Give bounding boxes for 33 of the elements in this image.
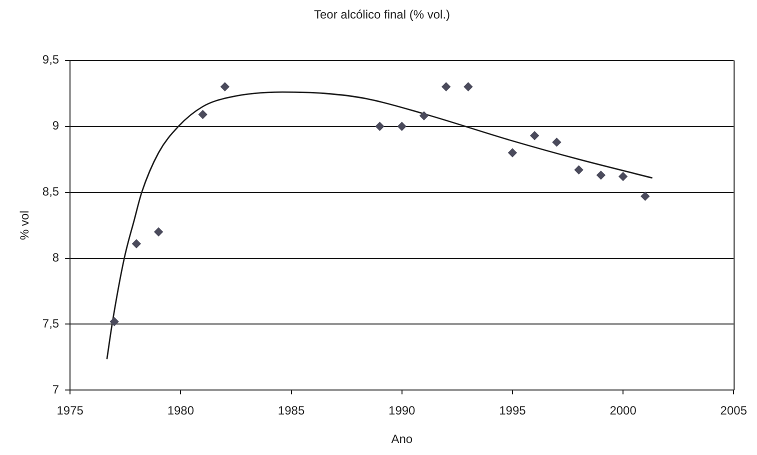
point: [220, 82, 230, 92]
x-tick-label: 1985: [278, 404, 305, 418]
point: [442, 82, 451, 92]
x-tick-label: 2005: [720, 404, 748, 418]
point: [596, 170, 606, 180]
y-tick-label: 9,5: [42, 52, 60, 67]
point: [530, 130, 540, 140]
point: [574, 165, 584, 174]
point: [110, 317, 119, 326]
y-tick-label: 9: [52, 118, 60, 133]
y-axis-title: % vol: [18, 210, 32, 240]
x-tick-label: 1990: [388, 404, 416, 418]
point: [552, 138, 562, 147]
x-tick-label: 1975: [56, 404, 84, 418]
y-tick-label: 7: [52, 382, 60, 397]
x-tick-label: 1980: [167, 404, 194, 418]
x-tick-label: 2000: [610, 404, 637, 418]
point: [375, 122, 384, 131]
x-tick-label: 1995: [499, 404, 526, 418]
point: [508, 148, 518, 158]
point: [198, 110, 208, 120]
point: [132, 239, 142, 248]
y-tick-label: 7,5: [42, 316, 60, 331]
point: [397, 122, 406, 131]
point: [640, 192, 650, 201]
point: [419, 111, 429, 120]
point: [154, 227, 164, 236]
y-tick-label: 8: [52, 250, 60, 265]
point: [464, 82, 473, 92]
y-tick-label: 8,5: [42, 184, 60, 199]
point: [618, 172, 628, 182]
x-axis-title: Ano: [391, 432, 413, 446]
chart-title: Teor alcólico final (% vol.): [314, 8, 450, 22]
